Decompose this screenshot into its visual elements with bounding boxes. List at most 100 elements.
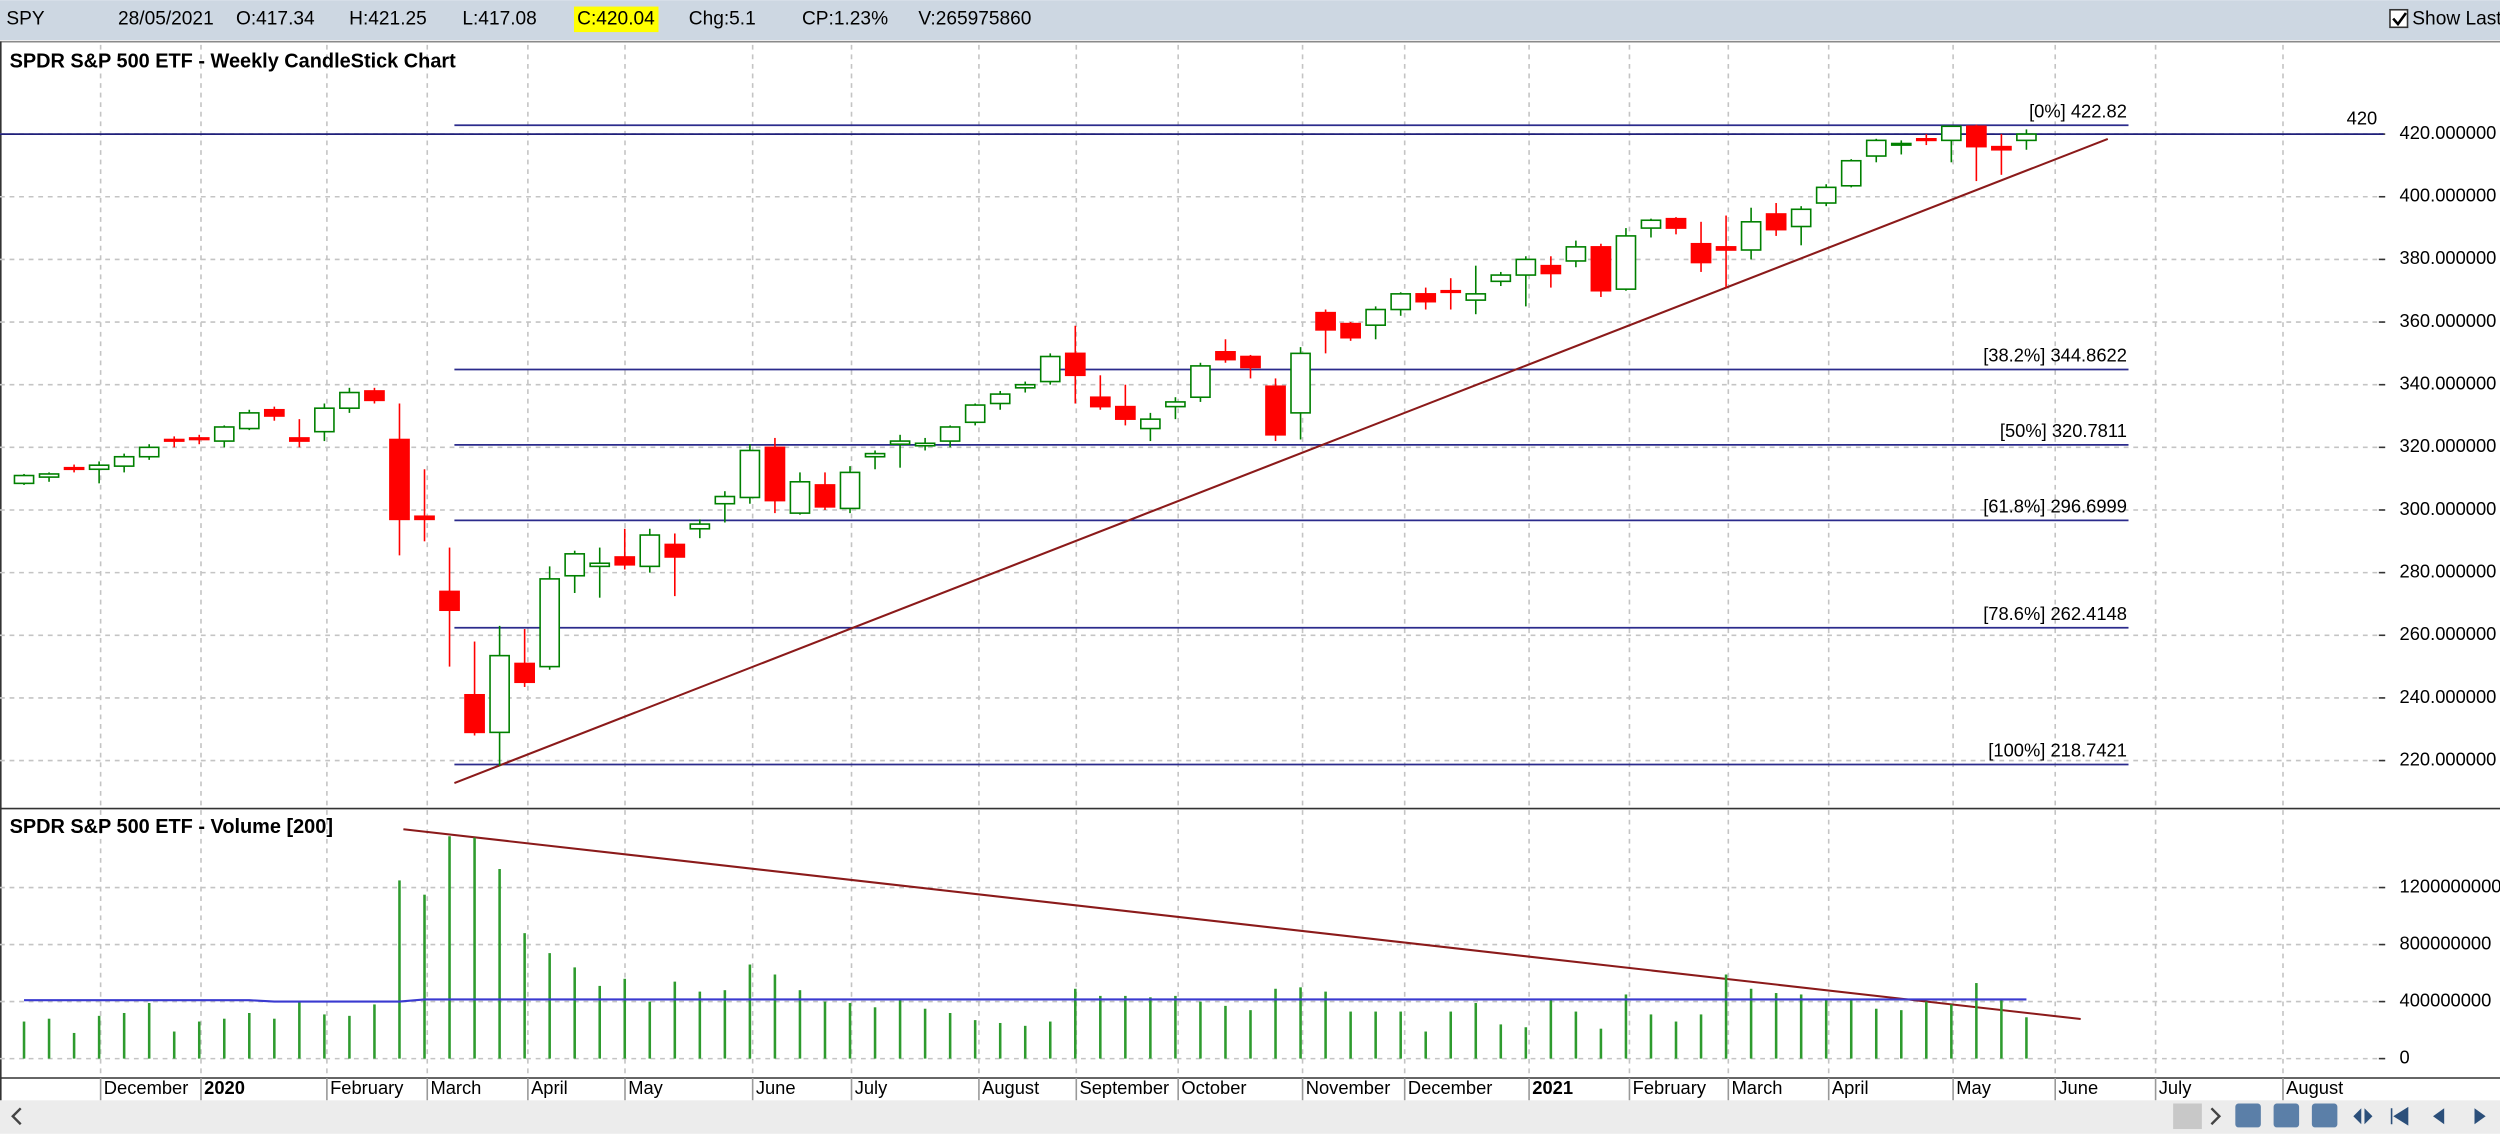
x-tick-label: February bbox=[330, 1077, 404, 1098]
fit-button[interactable] bbox=[2311, 1103, 2338, 1128]
volume-bar bbox=[473, 837, 476, 1059]
x-tick-label: February bbox=[1633, 1077, 1707, 1098]
volume-bar bbox=[1224, 1005, 1227, 1059]
volume-bar bbox=[298, 1001, 301, 1059]
candle-body bbox=[1690, 242, 1712, 264]
volume-bar bbox=[147, 1003, 151, 1059]
show-last-label[interactable]: Show Last bbox=[2412, 8, 2500, 29]
candle-body bbox=[1290, 352, 1311, 414]
candle-body bbox=[664, 543, 686, 558]
candle-body bbox=[1215, 351, 1236, 361]
candle-body bbox=[414, 515, 435, 521]
volume-bar bbox=[698, 991, 702, 1059]
candle-body bbox=[1490, 274, 1512, 283]
y-tick-label: 800000000 bbox=[2400, 932, 2492, 953]
volume-bar bbox=[273, 1018, 276, 1059]
volume-bar bbox=[2000, 1000, 2003, 1059]
volume-bar bbox=[1349, 1011, 1352, 1059]
volume-bar bbox=[1849, 998, 1853, 1059]
zoom-out-button[interactable] bbox=[2273, 1103, 2300, 1128]
y-tick-label: 300.000000 bbox=[2400, 498, 2497, 519]
volume-bar bbox=[798, 990, 802, 1059]
y-tick-label: 0 bbox=[2400, 1046, 2410, 1067]
candle-body bbox=[914, 442, 936, 447]
fib-label: [50%] 320.7811 bbox=[2000, 420, 2127, 441]
volume-bar bbox=[1549, 998, 1553, 1059]
expand-button[interactable] bbox=[2353, 1108, 2373, 1125]
volume-bar bbox=[498, 869, 501, 1059]
x-tick-label: 2021 bbox=[1532, 1077, 1573, 1098]
candle-body bbox=[814, 484, 836, 508]
volume-bar bbox=[1799, 994, 1803, 1059]
next-button[interactable] bbox=[2474, 1108, 2486, 1125]
scroll-thumb[interactable] bbox=[2173, 1103, 2202, 1130]
candle-body bbox=[1940, 125, 1962, 142]
x-tick-label: August bbox=[982, 1077, 1039, 1098]
candle-body bbox=[1190, 365, 1211, 399]
volume-bar bbox=[1874, 1008, 1878, 1059]
quote-bar-background bbox=[0, 0, 2500, 41]
show-last-checkbox[interactable] bbox=[2389, 8, 2409, 29]
change: Chg:5.1 bbox=[689, 8, 756, 29]
volume-bar bbox=[1749, 988, 1753, 1059]
volume: V:265975860 bbox=[918, 8, 1031, 29]
candle-body bbox=[689, 523, 711, 530]
candle-body bbox=[739, 449, 761, 499]
candle-body bbox=[864, 452, 886, 458]
candle-body bbox=[1140, 418, 1161, 430]
scroll-left[interactable] bbox=[11, 1107, 22, 1126]
volume-average-line bbox=[24, 998, 2027, 1003]
y-tick-label: 260.000000 bbox=[2400, 623, 2497, 644]
volume-bar bbox=[998, 1022, 1002, 1059]
y-tick-label: 340.000000 bbox=[2400, 373, 2497, 394]
volume-bar bbox=[948, 1012, 952, 1059]
y-tick-label: 1200000000 bbox=[2400, 875, 2500, 896]
candle-body bbox=[964, 404, 986, 424]
scroll-right[interactable] bbox=[2210, 1107, 2222, 1126]
candle-body bbox=[63, 466, 85, 471]
zoom-in-button[interactable] bbox=[2235, 1103, 2261, 1128]
volume-bar bbox=[623, 978, 627, 1059]
prev-button[interactable] bbox=[2433, 1108, 2445, 1125]
quote-bar: SPY 28/05/2021 O:417.34 H:421.25 L:417.0… bbox=[0, 0, 2500, 41]
volume-bar bbox=[1374, 1011, 1377, 1059]
candle-body bbox=[889, 440, 911, 446]
x-tick-label: July bbox=[855, 1077, 888, 1098]
candle-body bbox=[314, 407, 335, 433]
candle-body bbox=[1865, 139, 1887, 157]
volume-bar bbox=[1399, 1011, 1402, 1059]
volume-bar bbox=[72, 1032, 76, 1059]
x-tick-label: April bbox=[1832, 1077, 1869, 1098]
x-tick-label: 2020 bbox=[204, 1077, 245, 1098]
candle-body bbox=[1840, 159, 1862, 187]
volume-bar bbox=[598, 985, 601, 1059]
candle-body bbox=[464, 693, 485, 734]
volume-bar bbox=[1449, 1011, 1453, 1059]
fib-label: [61.8%] 296.6999 bbox=[1983, 495, 2127, 516]
x-tick-label: March bbox=[1732, 1077, 1783, 1098]
y-tick-label: 280.000000 bbox=[2400, 560, 2497, 581]
y-tick-label: 380.000000 bbox=[2400, 247, 2497, 268]
candle-body bbox=[1966, 125, 1987, 148]
open: O:417.34 bbox=[236, 8, 315, 29]
volume-bar bbox=[748, 964, 752, 1059]
candle-body bbox=[1991, 145, 2012, 151]
candle-body bbox=[1415, 293, 1437, 303]
candle-body bbox=[939, 426, 961, 442]
close-highlight bbox=[573, 6, 659, 33]
candle-body bbox=[714, 495, 736, 505]
candle-body bbox=[1465, 293, 1487, 301]
volume-bar bbox=[523, 933, 526, 1059]
price-trendline bbox=[454, 137, 2109, 785]
volume-bar bbox=[1950, 1004, 1953, 1059]
candle-body bbox=[288, 437, 310, 442]
volume-bar bbox=[1925, 1001, 1928, 1059]
candle-body bbox=[1440, 289, 1462, 294]
candle-body bbox=[1565, 246, 1587, 262]
marks bbox=[13, 124, 2037, 1059]
candle-body bbox=[1640, 219, 1662, 229]
first-button[interactable] bbox=[2390, 1106, 2409, 1126]
x-tick-label: October bbox=[1181, 1077, 1246, 1098]
volume-bar bbox=[1474, 1003, 1478, 1059]
